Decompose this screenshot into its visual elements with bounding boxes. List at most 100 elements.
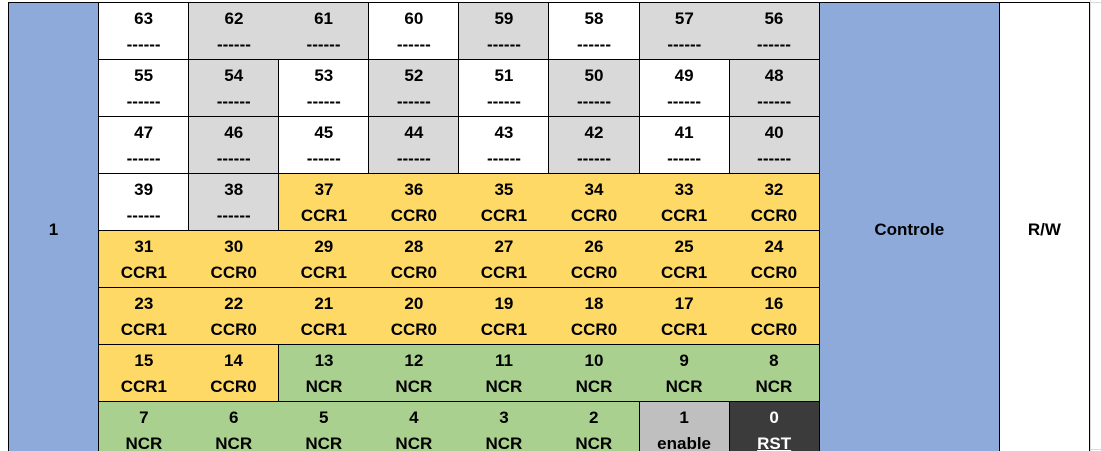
bit-cell[interactable]: 47 ------ [98,116,189,174]
bit-cell[interactable]: 23 CCR1 [98,287,189,345]
bit-cell[interactable]: 26 CCR0 [548,230,640,288]
bit-cell[interactable]: 25 CCR1 [639,230,730,288]
bit-cell[interactable]: 22 CCR0 [188,287,279,345]
bit-cell[interactable]: 40 ------ [728,116,820,174]
bit-label: NCR [575,434,613,451]
bit-cell[interactable]: 58 ------ [548,2,640,60]
bit-cell[interactable]: 16 CCR0 [729,287,820,345]
bit-cell[interactable]: 50 ------ [548,59,640,117]
bit-cell[interactable]: 35 CCR1 [458,173,549,231]
bit-cell[interactable]: 18 CCR0 [548,287,640,345]
bit-label: ------ [486,92,521,111]
bit-cell[interactable]: 53 ------ [278,59,369,117]
bit-cell[interactable]: 24 CCR0 [729,230,820,288]
bit-cell[interactable]: 28 CCR0 [368,230,459,288]
bit-cell[interactable]: 37 CCR1 [278,173,369,231]
bit-cell[interactable]: 48 ------ [728,59,820,117]
bit-cell[interactable]: 5 NCR [278,401,369,451]
bit-number: 37 [314,180,334,199]
bit-label: CCR0 [750,206,798,225]
bit-cell[interactable]: 12 NCR [368,344,459,402]
bit-cell[interactable]: 13 NCR [278,344,369,402]
bit-cell[interactable]: 4 NCR [368,401,459,451]
bit-number: 34 [584,180,604,199]
bit-cell[interactable]: 43 ------ [458,116,549,174]
bit-cell[interactable]: 14 CCR0 [188,344,279,402]
bit-cell[interactable]: 59 ------ [458,2,549,60]
bit-cell[interactable]: 60 ------ [368,2,459,60]
bit-number: 14 [223,351,243,370]
sheet-gridline [1090,2,1101,3]
bit-label: ------ [667,92,702,111]
bit-cell[interactable]: 7 NCR [98,401,189,451]
register-address-cell[interactable]: 1 [7,2,100,451]
bit-number: 56 [764,9,784,28]
bit-number: 33 [674,180,694,199]
bit-cell[interactable]: 39 ------ [98,173,189,231]
bit-cell[interactable]: 1 enable [638,401,730,451]
bit-cell[interactable]: 6 NCR [188,401,279,451]
bit-cell[interactable]: 42 ------ [548,116,640,174]
bit-cell[interactable]: 54 ------ [188,59,279,117]
bit-label: ------ [667,149,702,168]
register-access-cell[interactable]: R/W [998,2,1091,451]
bit-label: ------ [216,206,251,225]
bit-number: 4 [409,408,419,427]
bit-cell[interactable]: 34 CCR0 [548,173,640,231]
bit-cell[interactable]: 2 NCR [548,401,640,451]
bit-label: ------ [306,149,341,168]
bit-cell[interactable]: 9 NCR [639,344,730,402]
bit-cell[interactable]: 36 CCR0 [368,173,459,231]
bit-cell[interactable]: 51 ------ [458,59,549,117]
bit-cell[interactable]: 62 ------ [188,2,279,60]
bit-cell[interactable]: 56 ------ [729,2,820,60]
bit-cell[interactable]: 57 ------ [638,2,730,60]
bit-number: 50 [584,66,604,85]
bit-cell[interactable]: 45 ------ [278,116,369,174]
bit-cell[interactable]: 33 CCR1 [639,173,730,231]
bit-cell[interactable]: 55 ------ [98,59,189,117]
bit-row: 1 63 ------ 62 ------ 61 ------ 60 ------ 59 ----… [7,2,1091,451]
bit-cell[interactable]: 49 ------ [638,59,730,117]
bit-number: 58 [584,9,604,28]
bit-number: 29 [314,237,334,256]
bit-cell[interactable]: 27 CCR1 [458,230,549,288]
bit-cell[interactable]: 17 CCR1 [639,287,730,345]
bit-number: 36 [404,180,424,199]
bit-number: 20 [404,294,424,313]
bit-cell[interactable]: 44 ------ [368,116,459,174]
bit-cell[interactable]: 0 RST [728,401,820,451]
bit-number: 28 [404,237,424,256]
bit-number: 59 [494,9,514,28]
bit-label: CCR1 [300,206,348,225]
bit-number: 6 [228,408,239,427]
bit-label: NCR [305,434,343,451]
bit-label: ------ [577,35,611,54]
bit-label: NCR [395,377,433,396]
bit-cell[interactable]: 3 NCR [458,401,549,451]
bit-number: 54 [224,66,244,85]
bit-cell[interactable]: 29 CCR1 [278,230,369,288]
bit-cell[interactable]: 52 ------ [368,59,459,117]
bit-number: 10 [584,351,604,370]
bit-cell[interactable]: 38 ------ [188,173,279,231]
bit-cell[interactable]: 10 NCR [548,344,640,402]
bit-cell[interactable]: 30 CCR0 [188,230,279,288]
bit-cell[interactable]: 41 ------ [638,116,730,174]
bit-cell[interactable]: 20 CCR0 [368,287,459,345]
bit-cell[interactable]: 19 CCR1 [458,287,549,345]
bit-number: 55 [134,66,154,85]
bit-cell[interactable]: 21 CCR1 [278,287,369,345]
register-name-cell[interactable]: Controle [818,2,1000,451]
bit-label: CCR1 [660,320,708,339]
bit-cell[interactable]: 63 ------ [98,2,189,60]
bit-cell[interactable]: 31 CCR1 [98,230,189,288]
bit-label: NCR [395,434,433,451]
bit-cell[interactable]: 11 NCR [458,344,549,402]
bit-cell[interactable]: 8 NCR [729,344,820,402]
bit-cell[interactable]: 61 ------ [278,2,369,60]
bit-cell[interactable]: 32 CCR0 [729,173,820,231]
bit-cell[interactable]: 46 ------ [188,116,279,174]
bit-cell[interactable]: 15 CCR1 [98,344,189,402]
